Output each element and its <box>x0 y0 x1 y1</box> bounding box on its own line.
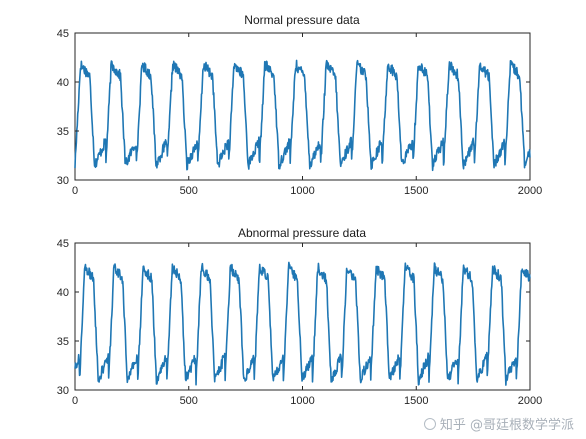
y-tick-label: 30 <box>57 385 69 397</box>
y-tick-label: 35 <box>57 336 69 348</box>
series-line <box>74 261 531 386</box>
x-tick-label: 0 <box>72 185 78 197</box>
y-tick-label: 35 <box>57 126 69 138</box>
x-tick-label: 1500 <box>404 395 428 407</box>
axis-ticks: 0 500 1000 1500 2000 30 35 40 45 <box>57 28 542 197</box>
axis-ticks: 0 500 1000 1500 2000 30 35 40 45 <box>57 238 542 407</box>
x-tick-label: 2000 <box>518 185 542 197</box>
x-tick-label: 1000 <box>290 395 314 407</box>
axes-box <box>74 32 531 181</box>
y-tick-label: 45 <box>57 28 69 40</box>
x-tick-label: 500 <box>180 395 198 407</box>
x-tick-label: 1500 <box>404 185 428 197</box>
series-line <box>74 59 531 172</box>
plot-normal: Normal pressure data 0 500 1000 1500 2000 30 3… <box>57 13 542 197</box>
x-tick-label: 0 <box>72 395 78 407</box>
x-tick-label: 1000 <box>290 185 314 197</box>
y-tick-label: 40 <box>57 77 69 89</box>
plot-title: Abnormal pressure data <box>238 226 366 240</box>
y-tick-label: 30 <box>57 175 69 187</box>
y-tick-label: 40 <box>57 287 69 299</box>
plot-abnormal: Abnormal pressure data 0 500 1000 1500 2000 3… <box>57 226 542 407</box>
x-tick-label: 2000 <box>518 395 542 407</box>
y-tick-label: 45 <box>57 238 69 250</box>
zhihu-logo-icon <box>423 417 436 430</box>
plot-title: Normal pressure data <box>244 13 360 27</box>
watermark-text: 知乎 @哥廷根数学学派 <box>439 418 574 433</box>
watermark: 知乎 @哥廷根数学学派 <box>423 414 574 433</box>
x-tick-label: 500 <box>180 185 198 197</box>
